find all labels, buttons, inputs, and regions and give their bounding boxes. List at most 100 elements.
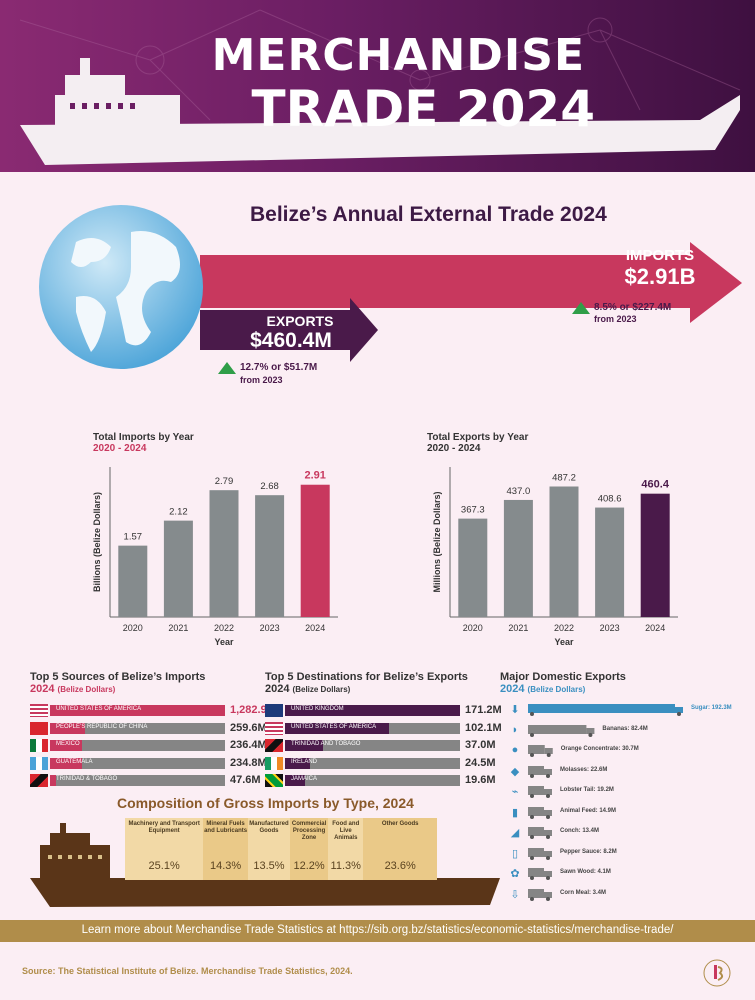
imports-chart-header: Total Imports by Year 2020 - 2024 [93, 432, 194, 454]
composition-column: Other Goods 23.6% [363, 818, 437, 880]
domestic-export-label: Animal Feed: 14.9M [560, 807, 617, 814]
domestic-export-label: Molasses: 22.6M [560, 766, 608, 773]
exports-chart-value-label: 437.0 [507, 486, 531, 497]
top5-imports-row: GUATEMALA 234.8M [30, 756, 270, 770]
top5-imports-country: TRINIDAD & TOBAGO [56, 776, 118, 782]
network-pattern [19, 9, 741, 121]
flag-icon [30, 704, 48, 717]
exports-change: 12.7% or $51.7M [240, 362, 318, 373]
imports-chart-tick-label: 2024 [305, 623, 325, 633]
imports-chart-value-label: 2.68 [260, 481, 279, 492]
top5-imports-bar [50, 775, 57, 786]
domestic-export-row: ● Orange Concentrate: 30.7M [508, 744, 748, 758]
exports-chart-tick-label: 2024 [645, 623, 665, 633]
flag-icon [30, 721, 48, 735]
top5-imports-bar-track: UNITED STATES OF AMERICA [50, 705, 225, 716]
lobster-icon: ⌁ [511, 786, 519, 798]
composition-column: Machinery and Transport Equipment 25.1% [125, 818, 204, 880]
top5-exports-bar-track: IRELAND [285, 757, 460, 769]
globe-icon [39, 205, 203, 369]
corn-icon: ⇩ [510, 888, 520, 901]
top5-imports-bar [50, 757, 83, 769]
top5-imports-title: Top 5 Sources of Belize’s Imports [30, 671, 206, 683]
top5-exports-country: JAMAICA [291, 776, 318, 782]
top5-exports-value: 102.1M [465, 721, 502, 734]
exports-chart-value-label: 367.3 [461, 505, 485, 516]
top5-exports-bar [285, 740, 323, 751]
title-line-1: MERCHANDISE [211, 30, 585, 81]
imports-chart-xlabel: Year [214, 637, 234, 647]
exports-chart-title: Total Exports by Year [427, 432, 529, 443]
imports-label: IMPORTS [625, 247, 695, 264]
header-banner: MERCHANDISE TRADE 2024 [0, 0, 755, 172]
conch-icon: ◢ [510, 827, 520, 839]
exports-by-year-chart: Millions (Belize Dollars) 367.3 2020 437.0 2… [432, 467, 678, 647]
top5-imports-row: MEXICO 236.4M [30, 739, 270, 752]
imports-chart-bar [209, 490, 239, 617]
top5-exports-note: (Belize Dollars) [292, 685, 351, 694]
exports-chart-value-label: 408.6 [598, 494, 622, 505]
domestic-export-row: ⇩ Corn Meal: 3.4M [508, 888, 748, 902]
exports-from: from 2023 [240, 375, 283, 385]
composition-category: Manufactured Goods [249, 821, 289, 835]
domestic-export-bar [528, 847, 552, 860]
learn-more-link[interactable]: Learn more about Merchandise Trade Stati… [81, 924, 674, 936]
top5-imports-bar [50, 740, 83, 751]
composition-value: 12.2% [293, 860, 325, 872]
domestic-export-bar [528, 745, 553, 757]
exports-chart-ylabel: Millions (Belize Dollars) [432, 491, 442, 592]
domestic-export-bar [528, 724, 595, 737]
domestic-export-label: Conch: 13.4M [560, 828, 600, 834]
exports-chart-header: Total Exports by Year 2020 - 2024 [427, 432, 528, 454]
imports-change: 8.5% or $227.4M [594, 302, 672, 313]
composition-category: Machinery and Transport Equipment [128, 821, 200, 835]
exports-arrow [200, 298, 378, 362]
domestic-export-row: ◆ Molasses: 22.6M [508, 765, 748, 779]
composition-value: 11.3% [330, 860, 361, 872]
imports-chart-tick-label: 2023 [260, 623, 280, 633]
top5-imports-bar-track: PEOPLE’S REPUBLIC OF CHINA [50, 722, 225, 734]
imports-chart-value-label: 2.12 [169, 507, 188, 518]
flag-icon [30, 774, 48, 787]
sugar-icon: ⬇ [510, 704, 520, 716]
imports-chart-bar [118, 545, 148, 617]
top5-exports-bar-track: UNITED KINGDOM [285, 705, 460, 716]
top5-imports-header: Top 5 Sources of Belize’s Imports 2024 (… [30, 671, 205, 695]
top5-exports-country: UNITED KINGDOM [291, 706, 344, 712]
exports-chart-bar [549, 486, 579, 617]
domestic-exports-header: Major Domestic Exports 2024 (Belize Doll… [500, 671, 626, 695]
composition-value: 14.3% [210, 860, 242, 872]
composition-category: Other Goods [381, 821, 419, 827]
domestic-export-bar [528, 786, 552, 798]
top5-imports-bar [50, 722, 86, 734]
domestic-export-label: Bananas: 82.4M [602, 725, 648, 732]
up-triangle-icon [218, 362, 236, 374]
top5-exports-country: UNITED STATES OF AMERICA [291, 723, 377, 730]
imports-chart-value-label: 2.91 [304, 470, 325, 482]
trade-section-title: Belize’s Annual External Trade 2024 [250, 203, 607, 226]
imports-chart-tick-label: 2020 [123, 623, 143, 633]
flag-icon [265, 774, 283, 787]
domestic-export-label: Corn Meal: 3.4M [560, 889, 607, 896]
exports-chart-bar [595, 507, 625, 617]
sib-logo-icon [703, 959, 731, 987]
top5-exports-row: UNITED KINGDOM 171.2M [265, 704, 505, 717]
exports-chart-value-label: 460.4 [641, 479, 669, 491]
imports-chart-bar [163, 520, 193, 617]
composition-category: Food and Live Animals [332, 821, 360, 842]
top5-exports-title: Top 5 Destinations for Belize’s Exports [265, 671, 468, 683]
domestic-export-row: ⌁ Lobster Tail: 19.2M [508, 785, 748, 799]
domestic-export-label: Lobster Tail: 19.2M [560, 787, 614, 793]
sawn-wood-icon: ✿ [510, 868, 520, 880]
top5-imports-bar-track: GUATEMALA [50, 757, 225, 769]
domestic-export-bar [528, 827, 552, 839]
domestic-export-row: ◢ Conch: 13.4M [508, 826, 748, 840]
domestic-exports-title: Major Domestic Exports [500, 671, 626, 683]
top5-imports-value: 1,282.9M [230, 704, 276, 716]
top5-exports-header: Top 5 Destinations for Belize’s Exports … [265, 671, 468, 695]
top5-imports-country: PEOPLE’S REPUBLIC OF CHINA [56, 723, 148, 730]
top5-exports-year: 2024 [265, 683, 290, 695]
domestic-export-label: Pepper Sauce: 8.2M [560, 848, 617, 855]
domestic-export-row: ▮ Animal Feed: 14.9M [508, 806, 748, 820]
top5-imports-value: 236.4M [230, 739, 267, 751]
